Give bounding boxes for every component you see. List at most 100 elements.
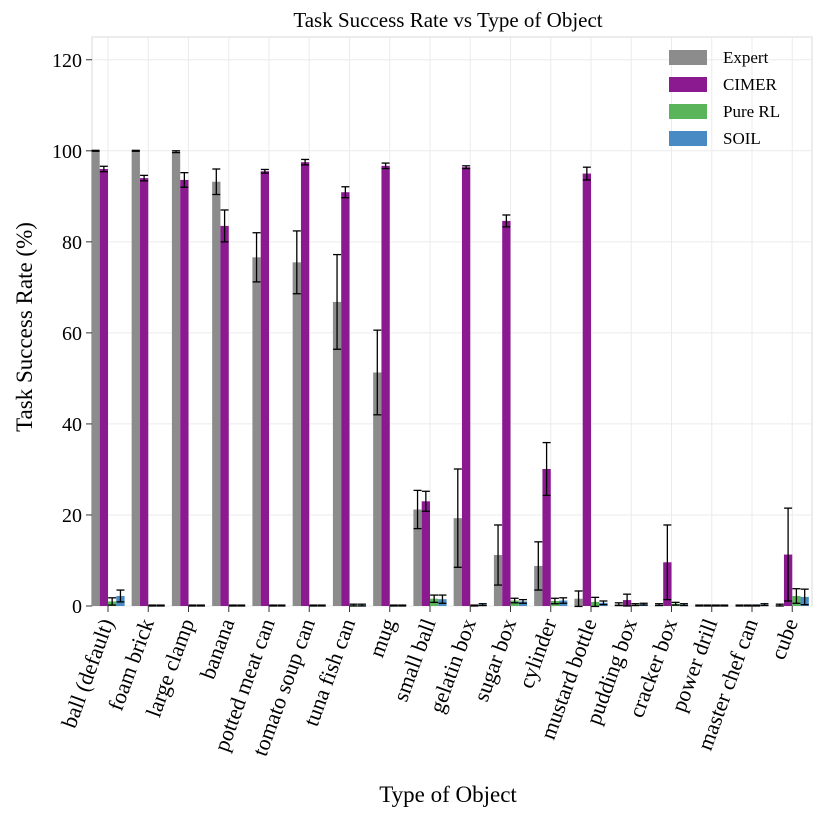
bar-expert [413,509,422,606]
error-bar [478,603,487,607]
error-bar [631,603,640,607]
error-bar [591,596,600,608]
error-bar [655,603,664,607]
bar-cimer [260,171,269,606]
error-bar [292,230,301,295]
error-bar [784,507,793,602]
error-bar [453,468,462,568]
bar-expert [171,151,181,607]
error-bar [349,603,358,607]
bar-expert [332,301,342,606]
error-bar [131,149,140,152]
legend-swatch [669,77,707,92]
error-bar [703,604,712,607]
error-bar [421,490,430,512]
legend-item: SOIL [669,129,761,148]
error-bar [534,541,543,591]
x-tick-label: ball (default) [56,615,119,731]
legend-item: CIMER [669,75,778,94]
error-bar [720,604,729,607]
error-bar [775,603,784,607]
error-bar [559,597,568,604]
error-bar [574,590,583,608]
error-bar [760,603,769,607]
bar-cimer [139,178,149,606]
bar-cimer [502,220,511,606]
error-bar [663,524,672,601]
error-bar [172,150,181,154]
error-bar [333,253,342,350]
bar-cimer [341,192,350,606]
x-tick-label: cube [765,615,803,663]
legend-swatch [669,50,707,65]
error-bar [357,603,366,607]
x-axis-label: Type of Object [379,782,517,807]
error-bar [679,603,688,607]
bar-cimer [542,468,551,606]
error-bar [260,168,269,174]
error-bar [317,604,326,607]
legend-label: Expert [723,48,769,67]
error-bar [188,604,197,607]
legend-label: Pure RL [723,102,780,121]
chart-title: Task Success Rate vs Type of Object [293,8,602,32]
bar-cimer [461,167,471,606]
y-tick-label: 60 [62,323,82,345]
x-tick-label: banana [195,615,240,682]
error-bar [212,168,221,196]
error-bar [800,588,809,606]
error-bar [413,489,422,530]
bar-cimer [99,169,108,606]
error-bar [91,149,100,152]
bar-expert [292,262,301,606]
error-bar [494,524,503,586]
error-bar [743,604,752,607]
bar-cimer [582,173,591,606]
error-bar [542,441,551,497]
error-bar [156,604,165,607]
error-bar [148,604,157,607]
bar-expert [252,257,261,606]
y-tick-label: 0 [72,596,82,618]
y-tick-label: 120 [52,50,82,72]
error-bar [228,604,237,607]
x-tick-label: mug [364,615,401,660]
legend: Expert CIMER Pure RL SOIL [669,48,780,148]
error-bar [220,209,229,243]
legend-swatch [669,104,707,119]
y-tick-label: 80 [62,232,82,254]
legend-swatch [669,131,707,146]
bar-cimer [220,225,229,606]
error-bar [301,158,310,166]
error-bar [462,165,471,170]
error-bar [269,604,278,607]
error-bar [237,604,246,607]
error-bars [91,149,809,608]
legend-label: CIMER [723,75,778,94]
error-bar [389,604,398,607]
error-bar [614,602,623,607]
error-bar [99,165,108,173]
error-bar [502,214,511,228]
grid [91,36,813,607]
bar-cimer [421,501,430,606]
y-axis-label: Task Success Rate (%) [12,222,37,432]
bar-expert [131,150,140,607]
error-bar [116,589,125,603]
error-bar [381,162,390,170]
error-bar [140,174,149,182]
legend-item: Pure RL [669,102,780,121]
bar-cimer [300,162,310,606]
error-bar [277,604,286,607]
legend-item: Expert [669,48,769,67]
error-bar [438,594,447,604]
error-bar [752,604,761,607]
bar-expert [212,181,221,606]
error-bar [309,604,318,607]
error-bar [510,597,519,604]
error-bar [398,604,407,607]
error-bar [599,600,608,606]
error-bar [582,166,591,181]
bar-expert [373,372,382,606]
